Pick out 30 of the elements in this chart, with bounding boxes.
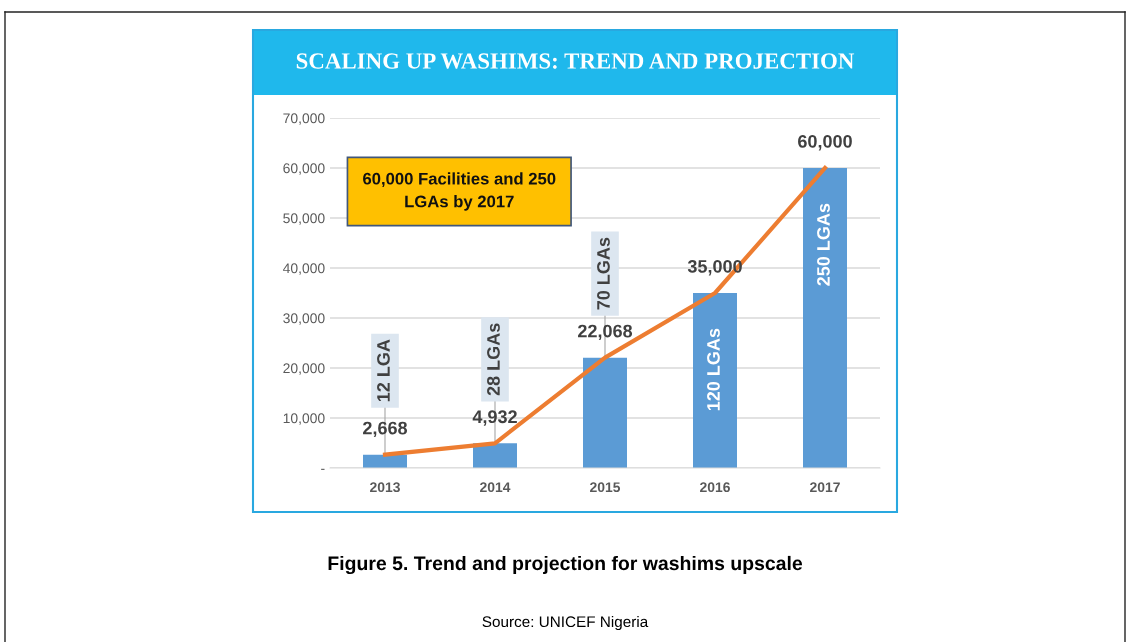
y-tick-label: 20,000: [283, 363, 325, 375]
x-tick-label: 2015: [590, 482, 621, 493]
data-label: 2,668: [363, 421, 408, 438]
annotation: 60,000 Facilities and 250 LGAs by 2017: [363, 172, 556, 211]
source-note: Source: UNICEF Nigeria: [482, 615, 649, 631]
y-tick-label: 60,000: [283, 163, 325, 175]
annotation: 12 LGA: [377, 339, 390, 402]
x-tick-label: 2017: [810, 482, 840, 493]
data-label: 4,932: [472, 410, 517, 426]
caption: Figure 5. Trend and projection for washims upscale: [328, 555, 803, 575]
annotation: 28 LGAs: [487, 323, 500, 396]
bar: [803, 168, 847, 468]
y-tick-label: 40,000: [282, 263, 325, 275]
x-tick-label: 2013: [370, 482, 400, 493]
bar: [583, 357, 627, 468]
annotation: 70 LGAs: [597, 237, 610, 310]
annotation: 120 LGAs: [707, 328, 720, 411]
y-tick-label: 50,000: [283, 213, 325, 225]
y-tick-label: 30,000: [283, 313, 325, 325]
y-tick-label: -: [321, 468, 325, 470]
x-tick-label: 2016: [700, 482, 730, 493]
x-tick-label: 2014: [480, 482, 511, 493]
data-label: 60,000: [798, 134, 852, 151]
data-label: 22,068: [578, 324, 633, 341]
bar: [693, 293, 737, 468]
annotation: 250 LGAs: [817, 203, 830, 286]
y-tick-label: 10,000: [283, 413, 325, 425]
bar: [473, 443, 517, 468]
y-tick-label: 70,000: [283, 113, 325, 125]
chart-title: SCALING UP WASHIMS: TREND AND PROJECTION: [296, 53, 855, 69]
